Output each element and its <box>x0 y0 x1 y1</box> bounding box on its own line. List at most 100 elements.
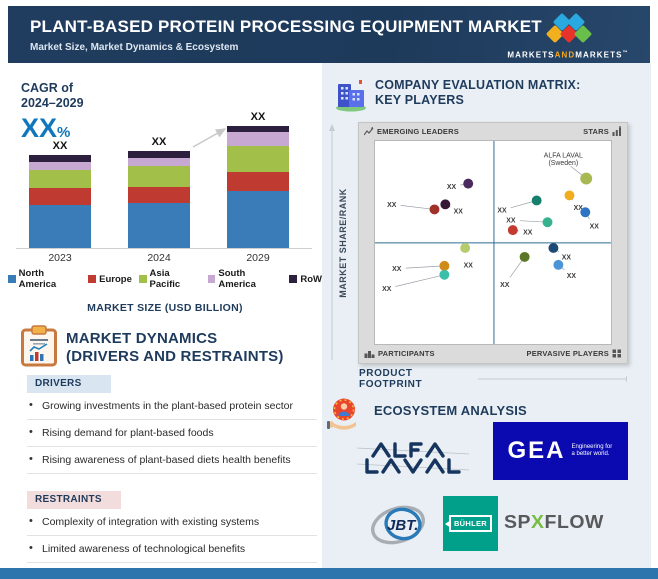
matrix-title-1: COMPANY EVALUATION MATRIX: <box>375 78 581 92</box>
page-subtitle: Market Size, Market Dynamics & Ecosystem <box>30 42 239 53</box>
quadrant-pervasive-players: PERVASIVE PLAYERS <box>527 349 622 358</box>
bar-value-label: XX <box>52 140 68 152</box>
legend-swatch <box>138 275 147 283</box>
bar-segment <box>128 203 190 248</box>
matrix-dot <box>429 204 440 215</box>
spx-x: X <box>531 512 545 532</box>
clipboard-chart-icon <box>21 325 57 367</box>
bar-chart-bars: XX XX XX <box>8 63 322 248</box>
bar-segment <box>128 151 190 158</box>
matrix-dot-label: XX <box>497 208 507 215</box>
matrix-dot-label: ALFA LAVAL (Sweden) <box>544 152 583 167</box>
cagr-percent: % <box>57 124 71 141</box>
quadrant-br-label: PERVASIVE PLAYERS <box>526 349 609 358</box>
matrix-dot <box>460 243 471 253</box>
matrix-dot-label: XX <box>562 254 572 261</box>
footer-bar <box>0 568 658 579</box>
matrix-dot <box>439 269 450 280</box>
logo-markets-2: MARKETS <box>575 50 623 60</box>
legend-item: North America <box>8 268 81 290</box>
matrix-x-axis: PRODUCT FOOTPRINT <box>359 368 627 390</box>
legend-swatch <box>289 275 298 283</box>
bar-segment <box>227 132 289 146</box>
driver-item: Growing investments in the plant-based p… <box>27 393 317 420</box>
cagr-label-2: 2024–2029 <box>21 96 84 110</box>
quadrant-tr-label: STARS <box>583 126 609 136</box>
bar-segment <box>29 188 91 205</box>
legend-swatch <box>8 275 16 283</box>
dot-connector-line <box>405 265 445 269</box>
page-title: PLANT-BASED PROTEIN PROCESSING EQUIPMENT… <box>30 17 542 36</box>
x-axis-line <box>16 248 312 249</box>
drivers-list: Growing investments in the plant-based p… <box>27 393 317 474</box>
bar-segment <box>227 172 289 191</box>
alfa-laval-logo <box>356 442 470 474</box>
matrix-dot-label: XX <box>382 286 392 293</box>
podium-icon <box>364 351 375 358</box>
spx-flow: FLOW <box>544 512 604 532</box>
bar-year-label: 2024 <box>147 252 171 264</box>
bar-segment <box>227 146 289 172</box>
dynamics-title-2: (DRIVERS AND RESTRAINTS) <box>66 348 284 365</box>
jbt-logo: JBT. <box>371 505 425 545</box>
quadrant-participants: PARTICIPANTS <box>364 349 435 358</box>
legend-label: Europe <box>99 273 132 285</box>
restraint-item: Limited awareness of technological benef… <box>27 536 317 563</box>
cagr-block: CAGR of 2024–2029 XX% <box>21 81 84 148</box>
matrix-bottom-labels: PARTICIPANTS PERVASIVE PLAYERS <box>359 344 627 363</box>
matrix-dot-label: XX <box>387 202 397 209</box>
legend-swatch <box>88 275 97 283</box>
matrix-dot <box>507 225 518 236</box>
logo-markets-1: MARKETS <box>507 50 555 60</box>
grid-icon <box>612 349 621 358</box>
quadrant-emerging-leaders: EMERGING LEADERS <box>364 126 459 136</box>
logo-tm: ™ <box>622 50 629 56</box>
chart-title: MARKET SIZE (USD BILLION) <box>87 302 243 314</box>
bar-segment <box>29 155 91 162</box>
matrix-plot-svg: XX XX XX XX XX XX XX XX ALFA LAVAL (Sweden) XX XX XX… <box>375 141 611 344</box>
trend-line-icon <box>364 126 374 135</box>
buhler-logo: BÜHLER <box>443 496 498 551</box>
drivers-banner: DRIVERS <box>27 375 111 393</box>
matrix-dot <box>580 172 593 185</box>
gea-logo: GEA Engineering for a better world. <box>493 422 628 480</box>
legend-item: Europe <box>88 268 132 290</box>
dynamics-title: MARKET DYNAMICS (DRIVERS AND RESTRAINTS) <box>66 330 284 366</box>
matrix-dot-label: XX <box>590 224 600 231</box>
ecosystem-title: ECOSYSTEM ANALYSIS <box>374 403 527 418</box>
matrix-dot-label: XX <box>500 282 510 289</box>
buildings-icon <box>336 80 366 112</box>
matrix-dot-label: XX <box>567 273 577 280</box>
quadrant-tl-label: EMERGING LEADERS <box>377 126 459 136</box>
bar-value-label: XX <box>151 136 167 148</box>
marketsandmarkets-logo: MARKETSANDMARKETS™ <box>502 12 634 60</box>
matrix-plot: XX XX XX XX XX XX XX XX ALFA LAVAL (Sweden) XX XX XX… <box>374 140 612 345</box>
matrix-dot-label: XX <box>392 266 402 273</box>
legend-label: Asia Pacific <box>149 268 181 290</box>
matrix-dot <box>548 243 559 253</box>
legend-item: South America <box>207 268 283 290</box>
dot-connector-line <box>400 205 435 210</box>
x-axis-arrow-icon <box>478 376 627 382</box>
driver-item: Rising demand for plant-based foods <box>27 420 317 447</box>
bar-2023 <box>29 155 91 248</box>
matrix-y-axis: MARKET SHARE/RANK <box>329 122 356 364</box>
matrix-title: COMPANY EVALUATION MATRIX: KEY PLAYERS <box>375 78 580 108</box>
x-axis-label: PRODUCT FOOTPRINT <box>359 368 423 390</box>
spxflow-logo: SPXFLOW <box>504 512 604 533</box>
right-column: COMPANY EVALUATION MATRIX: KEY PLAYERS M… <box>322 63 651 568</box>
header: PLANT-BASED PROTEIN PROCESSING EQUIPMENT… <box>8 6 650 63</box>
matrix-dot-label: XX <box>464 262 474 269</box>
legend-swatch <box>207 275 216 283</box>
legend-label: RoW <box>300 273 323 285</box>
bar-year-label: 2023 <box>48 252 72 264</box>
matrix-dot <box>440 199 451 210</box>
matrix-dot-label: XX <box>454 209 464 216</box>
matrix-dot-label: XX <box>574 205 584 212</box>
matrix-dot <box>519 251 530 262</box>
driver-item: Rising awareness of plant-based diets he… <box>27 447 317 474</box>
bar-segment <box>128 187 190 203</box>
logo-wordmark: MARKETSANDMARKETS™ <box>502 50 634 60</box>
bar-chart-legend: North America Europe Asia Pacific South Ame… <box>8 268 322 290</box>
